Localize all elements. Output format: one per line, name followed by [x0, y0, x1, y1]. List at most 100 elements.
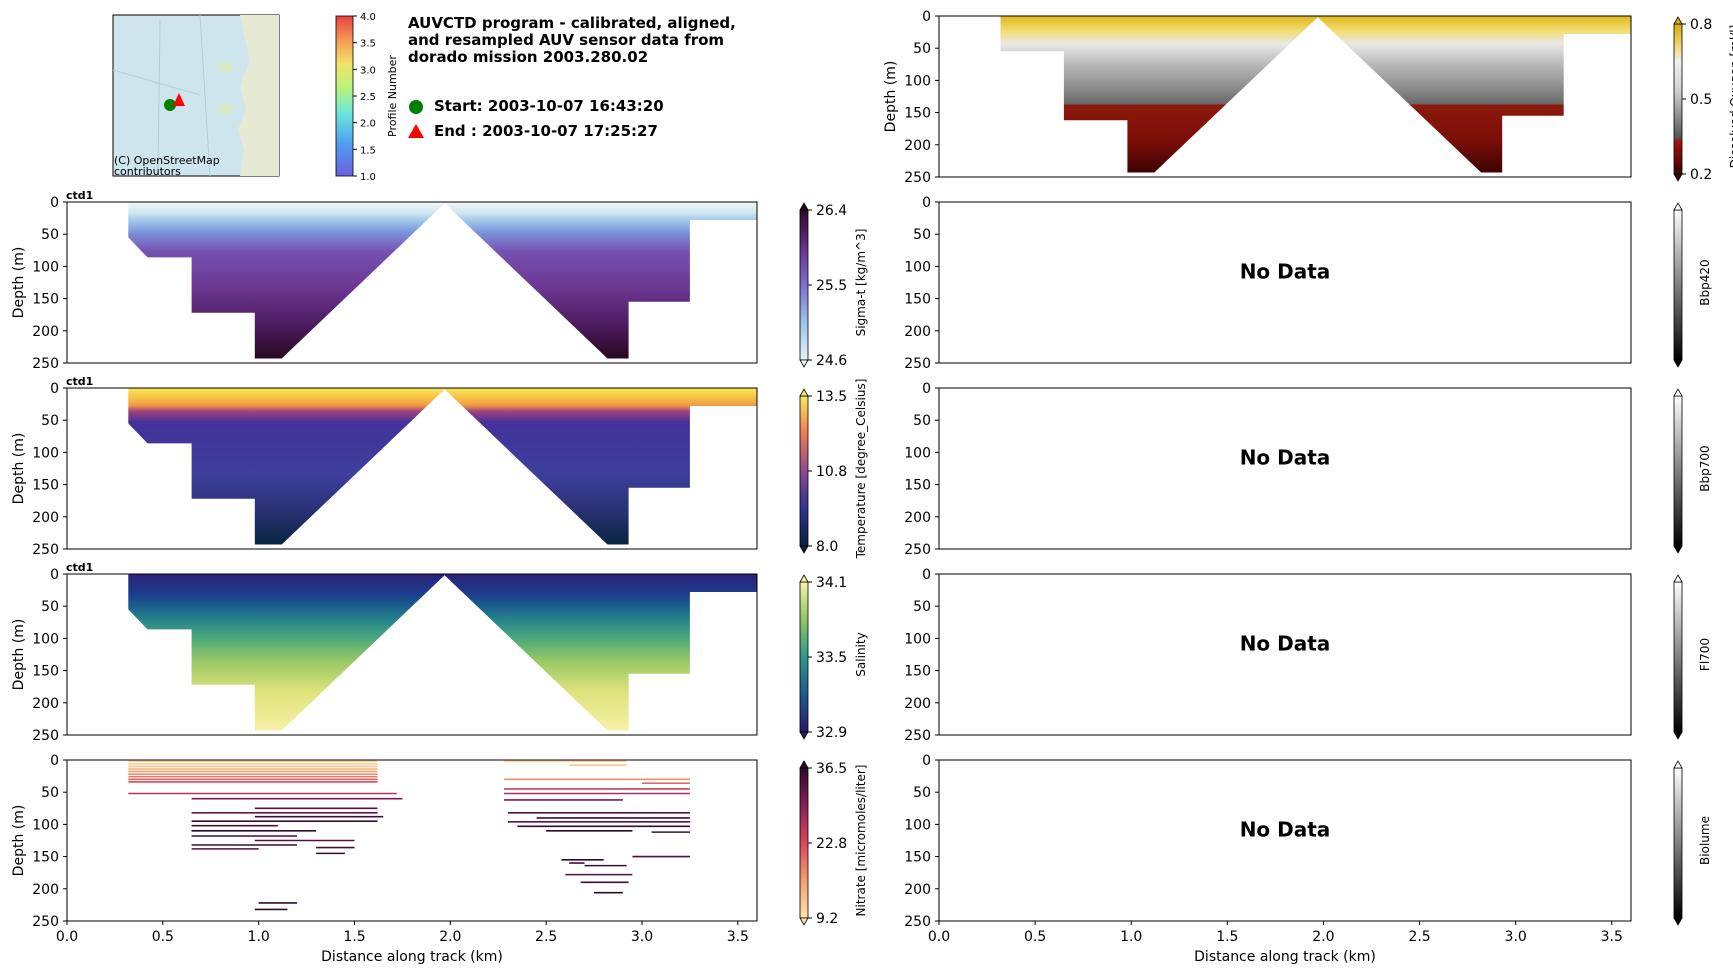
- start-marker-icon: [409, 100, 423, 114]
- oxygen-section-fill: [1000, 16, 1631, 173]
- temperature-section-fill: [128, 388, 758, 545]
- oxygen-colorbar-label: Dissolved Oxygen [ml/l]: [1728, 25, 1733, 169]
- salinity-colorbar-label: Salinity: [854, 632, 868, 676]
- fl700-ytick-label: 0: [922, 567, 931, 583]
- nitrate-colorbar-tick-label: 22.8: [816, 836, 847, 852]
- oxygen-axes-frame: [938, 15, 1632, 178]
- salinity-ytick-label: 150: [32, 664, 59, 680]
- fl700-colorbar-label: Fl700: [1698, 638, 1712, 671]
- map-boundary-lines: [112, 14, 211, 177]
- map-attribution-line1: (C) OpenStreetMap: [114, 154, 220, 167]
- biolume-colorbar-bar: [1673, 767, 1683, 919]
- nitrate-ytick-label: 250: [32, 914, 59, 930]
- fl700-ytick-label: 100: [904, 631, 931, 647]
- fl700-ytick-label: 150: [904, 664, 931, 680]
- bbp700-axes-frame: [938, 387, 1632, 550]
- panel-sigma: 0 50 100 150 200 250 Depth (m) ctd1 26.4 25.5 24.6…: [11, 189, 868, 372]
- temperature-colorbar-tick-label: 13.5: [816, 389, 847, 405]
- oxygen-colorbar-bar: [1673, 23, 1683, 175]
- bbp420-ytick-label: 150: [904, 292, 931, 308]
- fl700-no-data-label: No Data: [1240, 632, 1331, 656]
- sigma-ytick-label: 200: [32, 324, 59, 340]
- nitrate-colorbar-extend-top: [799, 760, 809, 769]
- salinity-colorbar-tick-label: 33.5: [816, 650, 847, 666]
- sigma-colorbar-extend-top: [799, 202, 809, 211]
- bbp700-ytick-label: 0: [922, 381, 931, 397]
- biolume-xtick-label: 2.0: [1312, 929, 1334, 945]
- start-label: Start: 2003-10-07 16:43:20: [434, 97, 664, 115]
- fl700-colorbar-extend-top: [1673, 574, 1683, 583]
- salinity-ytick-label: 50: [41, 599, 59, 615]
- temperature-colorbar-label: Temperature [degree_Celsius]: [854, 379, 868, 560]
- nitrate-xtick-label: 0.0: [56, 929, 78, 945]
- biolume-colorbar: Biolume: [1673, 760, 1712, 926]
- profile-colorbar-label: Profile Number: [386, 55, 399, 137]
- biolume-no-data-label: No Data: [1240, 818, 1331, 842]
- sigma-colorbar-tick-label: 24.6: [816, 353, 847, 369]
- nitrate-axes-frame: [66, 759, 758, 922]
- title-line-1: AUVCTD program - calibrated, aligned,: [408, 14, 736, 32]
- profile-colorbar-tick-label: 4.0: [360, 12, 376, 23]
- fl700-colorbar: Fl700: [1673, 574, 1712, 740]
- salinity-colorbar-tick-label: 34.1: [816, 575, 847, 591]
- end-label: End : 2003-10-07 17:25:27: [434, 122, 658, 140]
- nitrate-ytick-label: 50: [41, 785, 59, 801]
- oxygen-colorbar-tick-label: 0.2: [1690, 167, 1712, 183]
- panel-salinity: 0 50 100 150 200 250 Depth (m) ctd1 34.1 33.5 32.9…: [11, 561, 868, 744]
- nitrate-colorbar-tick-label: 9.2: [816, 911, 838, 927]
- temperature-colorbar: 13.5 10.8 8.0 Temperature [degree_Celsius]: [799, 379, 868, 560]
- sigma-ytick-label: 250: [32, 356, 59, 372]
- map-coastline: [238, 15, 279, 176]
- salinity-ytick-label: 250: [32, 728, 59, 744]
- map-start-marker: [164, 99, 176, 111]
- nitrate-colorbar-label: Nitrate [micromoles/liter]: [854, 765, 868, 917]
- nitrate-colorbar-extend-bottom: [799, 917, 809, 926]
- nitrate-colorbar-bar: [799, 767, 809, 919]
- oxygen-colorbar-extend-bottom: [1673, 173, 1683, 182]
- nitrate-xlabel: Distance along track (km): [321, 949, 503, 965]
- sigma-colorbar-bar: [799, 209, 809, 361]
- salinity-ytick-label: 0: [50, 567, 59, 583]
- nitrate-colorbar-tick-label: 36.5: [816, 761, 847, 777]
- bbp700-colorbar-bar: [1673, 395, 1683, 547]
- bbp700-ytick-label: 150: [904, 478, 931, 494]
- sigma-colorbar: 26.4 25.5 24.6 Sigma-t [kg/m^3]: [799, 202, 868, 369]
- sigma-colorbar-label: Sigma-t [kg/m^3]: [854, 229, 868, 337]
- sigma-title: ctd1: [66, 189, 93, 202]
- sigma-ytick-label: 150: [32, 292, 59, 308]
- temperature-axes-frame: [66, 387, 758, 550]
- fl700-axes-frame: [938, 573, 1632, 736]
- temperature-ytick-label: 250: [32, 542, 59, 558]
- oxygen-ytick-label: 100: [904, 73, 931, 89]
- map-attribution-line2: contributors: [114, 165, 181, 178]
- salinity-axes-frame: [66, 573, 758, 736]
- biolume-ytick-label: 250: [904, 914, 931, 930]
- biolume-ytick-label: 0: [922, 753, 931, 769]
- bbp700-no-data-label: No Data: [1240, 446, 1331, 470]
- salinity-ytick-label: 200: [32, 696, 59, 712]
- temperature-ylabel: Depth (m): [11, 433, 27, 505]
- nitrate-xtick-label: 2.5: [535, 929, 557, 945]
- temperature-ytick-label: 200: [32, 510, 59, 526]
- oxygen-ytick-label: 150: [904, 106, 931, 122]
- salinity-colorbar-extend-bottom: [799, 731, 809, 740]
- bbp420-colorbar-bar: [1673, 209, 1683, 361]
- panel-temperature: 0 50 100 150 200 250 Depth (m) ctd1 13.5 10.8 8.0 T…: [11, 375, 868, 559]
- profile-colorbar-ticks: 4.0 3.5 3.0 2.5 2.0 1.5 1.0: [353, 12, 376, 183]
- profile-colorbar-tick-label: 2.5: [360, 92, 376, 103]
- sigma-colorbar-tick-label: 26.4: [816, 203, 847, 219]
- profile-colorbar: 4.0 3.5 3.0 2.5 2.0 1.5 1.0 Profile Number: [335, 12, 399, 183]
- title-line-2: and resampled AUV sensor data from: [408, 31, 724, 49]
- temperature-colorbar-tick-label: 10.8: [816, 464, 847, 480]
- nitrate-xtick-label: 2.0: [439, 929, 461, 945]
- biolume-xtick-label: 0.5: [1024, 929, 1046, 945]
- salinity-colorbar-bar: [799, 581, 809, 733]
- map-land-patch: [218, 104, 232, 114]
- salinity-ylabel: Depth (m): [11, 619, 27, 691]
- profile-colorbar-tick-label: 1.0: [360, 172, 376, 183]
- track-map: (C) OpenStreetMap contributors: [112, 14, 280, 178]
- oxygen-colorbar-tick-label: 0.5: [1690, 92, 1712, 108]
- oxygen-ytick-label: 250: [904, 170, 931, 186]
- biolume-colorbar-label: Biolume: [1698, 816, 1712, 865]
